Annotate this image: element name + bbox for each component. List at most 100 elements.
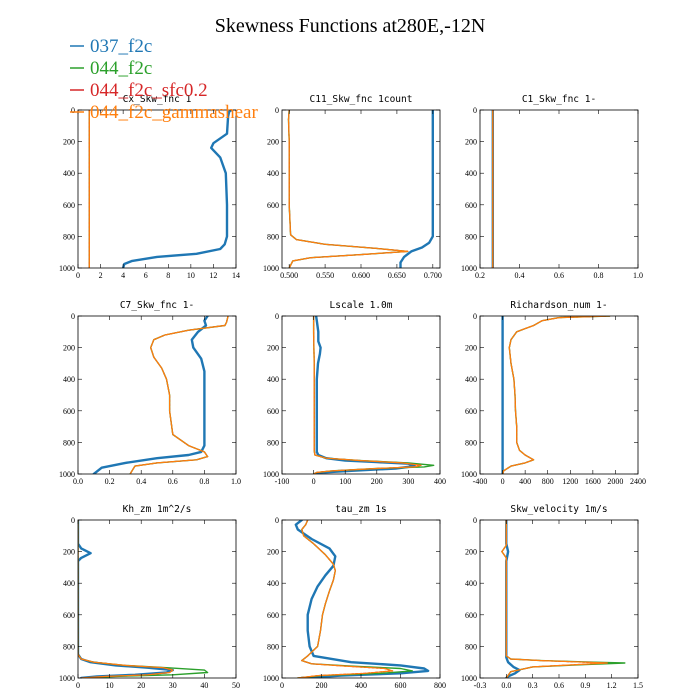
- x-tick-label: 0.6: [168, 477, 178, 486]
- y-tick-label: 1000: [59, 264, 75, 273]
- series-line-2: [297, 520, 414, 678]
- x-tick-label: 1.0: [633, 271, 643, 280]
- y-tick-label: 200: [465, 138, 477, 147]
- y-tick-label: 1000: [461, 674, 477, 683]
- series-line-4: [78, 520, 174, 678]
- series-line-3: [287, 110, 409, 268]
- x-tick-label: 30: [169, 681, 177, 690]
- y-tick-label: 200: [465, 548, 477, 557]
- y-tick-label: 1000: [59, 470, 75, 479]
- plot-frame: [77, 109, 237, 269]
- legend-entry: 044_f2c_sfc0.2: [90, 80, 208, 101]
- y-tick-label: 1000: [59, 674, 75, 683]
- y-tick-label: 200: [63, 548, 75, 557]
- y-tick-label: 0: [473, 516, 477, 525]
- y-tick-label: 0: [71, 312, 75, 321]
- plot-frame: [281, 315, 441, 475]
- x-tick-label: 600: [395, 681, 407, 690]
- x-tick-label: 400: [355, 681, 367, 690]
- x-tick-label: 400: [519, 477, 531, 486]
- panel-9: Skw_velocity 1m/s -0.3 0.0 0.3 0.6 0.9 1.2 1.5 0…: [461, 504, 643, 690]
- x-tick-label: 0.500: [280, 271, 298, 280]
- panel-title: C1_Skw_fnc 1-: [522, 94, 596, 105]
- y-tick-label: 1000: [461, 264, 477, 273]
- panel-title: tau_zm 1s: [335, 504, 386, 515]
- x-tick-label: 0.650: [388, 271, 406, 280]
- series-line-1: [294, 520, 430, 678]
- series-line-1: [92, 316, 209, 474]
- panel-4: C7_Skw_fnc 1- 0.0 0.2 0.4 0.6 0.8 1.0 0 200 400 60…: [59, 300, 241, 486]
- x-tick-label: 800: [542, 477, 554, 486]
- y-tick-label: 0: [275, 312, 279, 321]
- y-tick-label: 400: [63, 169, 75, 178]
- x-tick-label: 0.2: [475, 271, 485, 280]
- y-tick-label: 800: [465, 642, 477, 651]
- x-tick-label: 10: [106, 681, 114, 690]
- y-tick-label: 200: [267, 548, 279, 557]
- series-line-2: [287, 110, 409, 268]
- x-tick-label: 0.2: [105, 477, 115, 486]
- y-tick-label: 600: [465, 407, 477, 416]
- y-tick-label: 800: [267, 438, 279, 447]
- y-tick-label: 800: [267, 232, 279, 241]
- x-tick-label: -100: [275, 477, 290, 486]
- series-line-4: [297, 520, 394, 678]
- x-tick-label: 200: [371, 477, 383, 486]
- plot-frame: [281, 519, 441, 679]
- x-tick-label: 50: [232, 681, 240, 690]
- panel-title: C11_Skw_fnc 1count: [310, 94, 413, 105]
- plot-frame: [77, 519, 237, 679]
- y-tick-label: 0: [473, 106, 477, 115]
- plot-frame: [77, 315, 237, 475]
- y-tick-label: 600: [63, 407, 75, 416]
- x-tick-label: 0: [312, 477, 316, 486]
- y-tick-label: 600: [63, 611, 75, 620]
- x-tick-label: 0.8: [594, 271, 604, 280]
- panel-title: Lscale 1.0m: [330, 300, 393, 311]
- y-tick-label: 400: [63, 375, 75, 384]
- panel-8: tau_zm 1s 0 200 400 600 800 0 200 400 600 800 1000: [263, 504, 446, 690]
- x-tick-label: 8: [166, 271, 170, 280]
- series-line-4: [313, 316, 422, 474]
- plot-frame: [281, 109, 441, 269]
- series-line-1: [314, 316, 416, 474]
- x-tick-label: 200: [316, 681, 328, 690]
- panel-title: Richardson_num 1-: [510, 300, 607, 311]
- series-line-3: [129, 316, 229, 474]
- y-tick-label: 600: [63, 201, 75, 210]
- x-tick-label: 1600: [585, 477, 601, 486]
- x-tick-label: 1.5: [633, 681, 643, 690]
- panel-grid: Cx_Skw_fnc 10 2 4 6 8 10 12 1402004006008001000…: [59, 94, 646, 690]
- y-tick-label: 0: [71, 516, 75, 525]
- series-line-2: [501, 316, 611, 474]
- x-tick-label: 0.3: [528, 681, 538, 690]
- x-tick-label: 0.600: [352, 271, 370, 280]
- panel-title: C7_Skw_fnc 1-: [120, 300, 194, 311]
- y-tick-label: 0: [71, 106, 75, 115]
- x-tick-label: -0.3: [474, 681, 487, 690]
- x-tick-label: 300: [402, 477, 414, 486]
- y-tick-label: 1000: [263, 264, 279, 273]
- y-tick-label: 0: [275, 106, 279, 115]
- panel-3: C1_Skw_fnc 1- 0.2 0.4 0.6 0.8 1.0 0 200 400 600 80…: [461, 94, 643, 280]
- x-tick-label: 0.6: [554, 681, 564, 690]
- panel-2: C11_Skw_fnc 1count 0.500 0.550 0.600 0.650 0.…: [263, 94, 442, 280]
- series-line-3: [501, 520, 608, 678]
- x-tick-label: 0.9: [580, 681, 590, 690]
- x-tick-label: 0: [76, 271, 80, 280]
- panel-7: Kh_zm 1m^2/s 0 10 20 30 40 50 0 200 400 600 800 1000: [59, 504, 240, 690]
- x-tick-label: 1.2: [607, 681, 617, 690]
- y-tick-label: 0: [275, 516, 279, 525]
- x-tick-label: 40: [200, 681, 208, 690]
- x-tick-label: 800: [434, 681, 446, 690]
- series-line-3: [313, 316, 422, 474]
- x-tick-label: 100: [339, 477, 351, 486]
- y-tick-label: 400: [267, 579, 279, 588]
- figure-title: Skewness Functions at280E,-12N: [215, 15, 486, 37]
- panel-5: Lscale 1.0m -100 0 100 200 300 400 0 200 400 600 80…: [263, 300, 446, 486]
- y-tick-label: 600: [465, 201, 477, 210]
- x-tick-label: 14: [232, 271, 240, 280]
- y-tick-label: 400: [267, 375, 279, 384]
- y-tick-label: 600: [465, 611, 477, 620]
- series-line-3: [78, 520, 174, 678]
